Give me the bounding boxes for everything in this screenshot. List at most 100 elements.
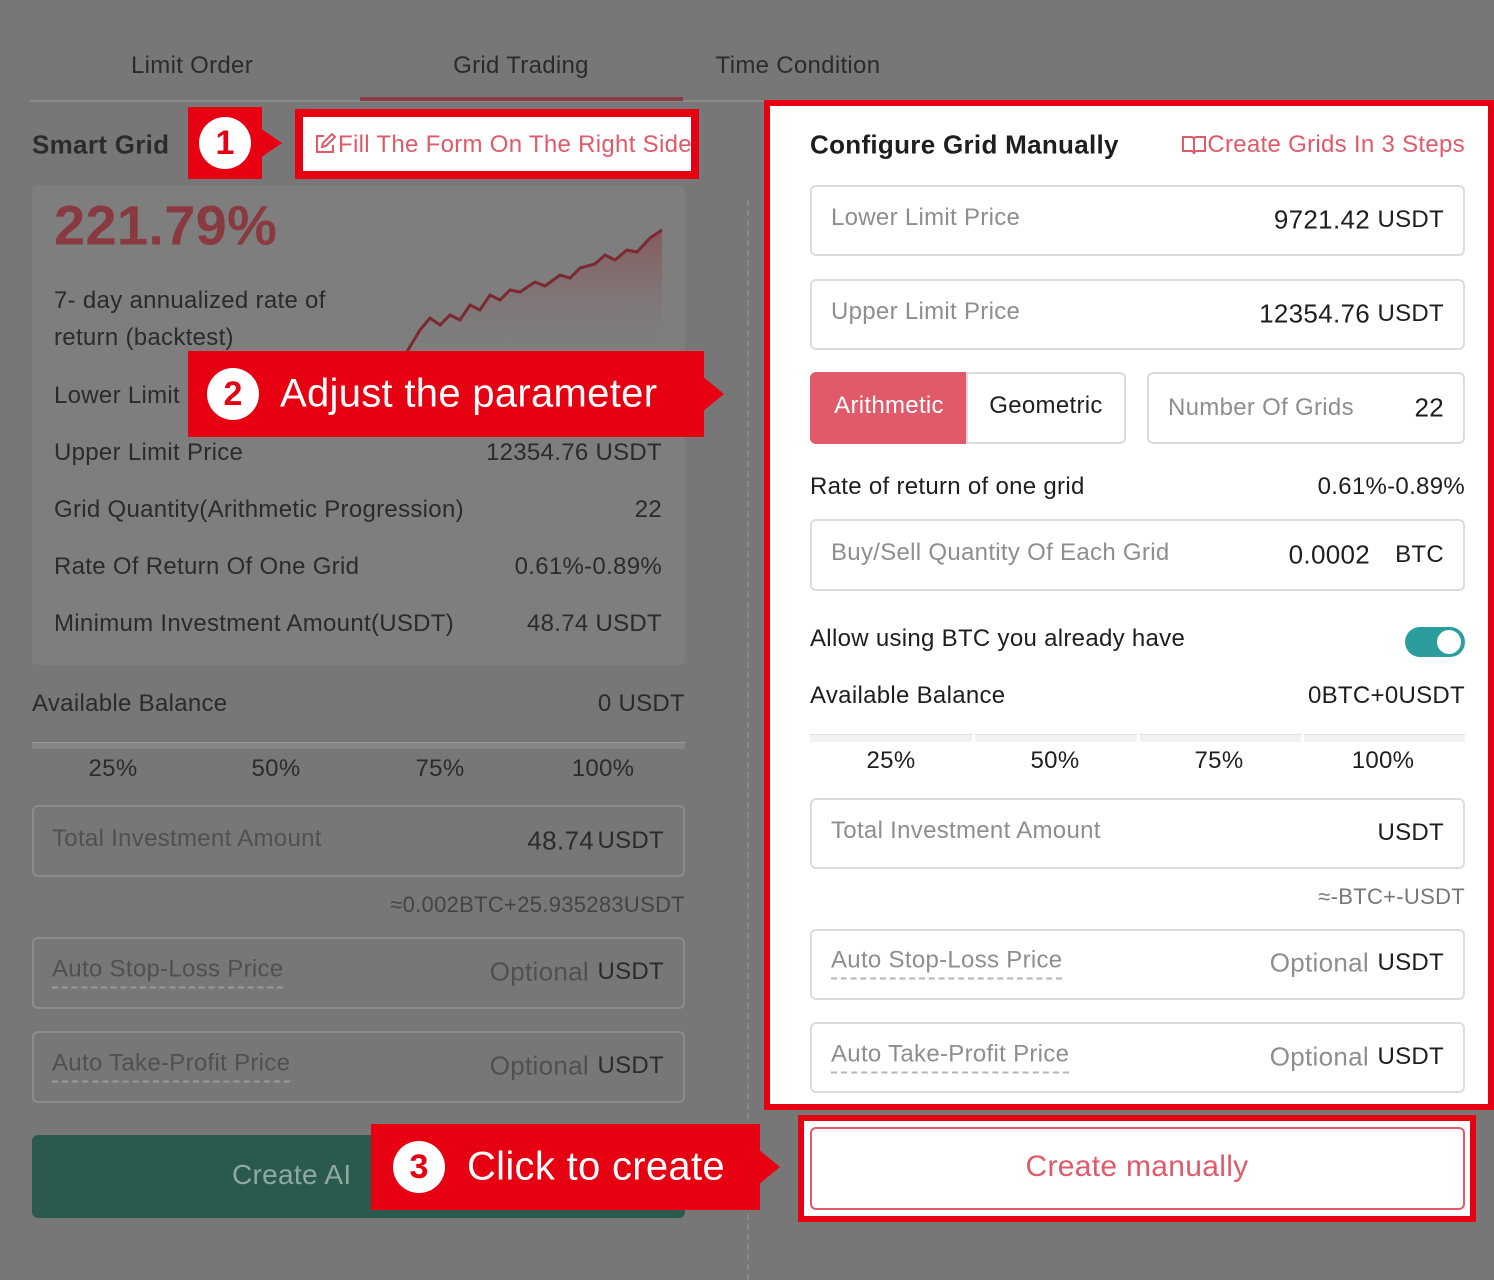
input-label: Total Investment Amount bbox=[831, 817, 1101, 844]
tab[interactable]: Grid Trading bbox=[453, 52, 589, 79]
callout-number: 2 bbox=[207, 368, 259, 420]
estimate: ≈0.002BTC+25.935283USDT bbox=[390, 892, 685, 917]
balance-value: 0BTC+0USDT bbox=[1307, 682, 1465, 709]
edit-icon bbox=[316, 133, 336, 153]
book-icon bbox=[1182, 136, 1206, 155]
input-placeholder: Optional bbox=[489, 956, 589, 987]
row-label: Lower Limit bbox=[54, 382, 181, 409]
row-label: Upper Limit Price bbox=[54, 439, 244, 466]
percent[interactable]: 75% bbox=[1194, 747, 1244, 774]
input-label: Number Of Grids bbox=[1168, 394, 1354, 421]
percent[interactable]: 50% bbox=[251, 755, 301, 782]
input-box[interactable] bbox=[32, 805, 685, 877]
input-box[interactable] bbox=[32, 1031, 685, 1103]
sparkline bbox=[403, 228, 663, 360]
input-value: 22 bbox=[1414, 392, 1444, 423]
input-placeholder: Optional bbox=[489, 1050, 589, 1081]
toggle-label: Allow using BTC you already have bbox=[810, 625, 1186, 652]
input-box[interactable] bbox=[810, 798, 1465, 869]
input-box[interactable] bbox=[32, 937, 685, 1009]
input-label: Auto Take-Profit Price bbox=[831, 1041, 1070, 1074]
input-unit: BTC bbox=[1395, 541, 1444, 568]
callout-text: Adjust the parameter bbox=[280, 371, 658, 416]
input-box[interactable] bbox=[810, 1022, 1465, 1093]
rate-caption: 7- day annualized rate of bbox=[54, 287, 326, 314]
callout-arrow bbox=[702, 376, 724, 412]
panel-title: Configure Grid Manually bbox=[810, 129, 1119, 160]
row-label: Minimum Investment Amount(USDT) bbox=[54, 610, 455, 637]
row-value: 22 bbox=[634, 496, 662, 523]
input-label: Auto Stop-Loss Price bbox=[52, 956, 284, 989]
balance-label: Available Balance bbox=[810, 682, 1006, 709]
input-label: Lower Limit Price bbox=[831, 204, 1021, 231]
create-manually-button[interactable] bbox=[810, 1127, 1465, 1210]
input-unit: USDT bbox=[597, 827, 664, 854]
callout-box bbox=[188, 351, 704, 437]
slider-gap bbox=[1301, 734, 1304, 742]
input-unit: USDT bbox=[1377, 1043, 1444, 1070]
callout-arrow bbox=[758, 1149, 780, 1185]
mode-option[interactable] bbox=[966, 372, 1126, 444]
input-value: 48.74 bbox=[527, 825, 594, 856]
help-link[interactable]: Create Grids In 3 Steps bbox=[1207, 131, 1465, 158]
input-unit: USDT bbox=[597, 958, 664, 985]
input-box[interactable] bbox=[1147, 372, 1465, 444]
row-value: 12354.76 USDT bbox=[485, 439, 662, 466]
callout-number: 1 bbox=[199, 117, 251, 169]
input-unit: USDT bbox=[1377, 819, 1444, 846]
input-box[interactable] bbox=[810, 519, 1465, 591]
percent[interactable]: 100% bbox=[571, 755, 635, 782]
input-label: Buy/Sell Quantity Of Each Grid bbox=[831, 539, 1170, 566]
mode-active[interactable] bbox=[810, 372, 968, 444]
input-value: 9721.42 bbox=[1273, 204, 1370, 235]
row-value: 0.61%-0.89% bbox=[514, 553, 662, 580]
separator bbox=[747, 200, 749, 1280]
percent[interactable]: 100% bbox=[1351, 747, 1415, 774]
input-placeholder: Optional bbox=[1269, 947, 1369, 978]
row-label: Rate Of Return Of One Grid bbox=[54, 553, 360, 580]
input-unit: USDT bbox=[597, 1052, 664, 1079]
rate-label: Rate of return of one grid bbox=[810, 473, 1085, 500]
row-label: Grid Quantity(Arithmetic Progression) bbox=[54, 496, 464, 523]
input-label: Total Investment Amount bbox=[52, 825, 322, 852]
input-label: Auto Stop-Loss Price bbox=[831, 947, 1063, 980]
slider-gap bbox=[1137, 734, 1140, 742]
input-label: Auto Take-Profit Price bbox=[52, 1050, 291, 1083]
mode-label: Geometric bbox=[989, 392, 1103, 419]
row-value: 48.74 USDT bbox=[526, 610, 662, 637]
callout-text: Click to create bbox=[467, 1144, 725, 1189]
percent[interactable]: 50% bbox=[1030, 747, 1080, 774]
percent[interactable]: 25% bbox=[88, 755, 138, 782]
tab[interactable]: Time Condition bbox=[715, 52, 881, 79]
tab-divider bbox=[30, 100, 765, 102]
input-unit: USDT bbox=[1377, 206, 1444, 233]
input-unit: USDT bbox=[1377, 949, 1444, 976]
rate-value: 0.61%-0.89% bbox=[1317, 473, 1465, 500]
percent[interactable]: 25% bbox=[866, 747, 916, 774]
callout-inner bbox=[303, 117, 691, 171]
balance-label: Available Balance bbox=[32, 690, 228, 717]
section-title: Smart Grid bbox=[32, 129, 170, 160]
percent[interactable]: 75% bbox=[415, 755, 465, 782]
balance-value: 0 USDT bbox=[597, 690, 685, 717]
callout-text[interactable]: Fill The Form On The Right Side bbox=[338, 131, 692, 158]
callout-number: 3 bbox=[393, 1141, 445, 1193]
mode-label: Arithmetic bbox=[834, 392, 944, 419]
tab[interactable]: Limit Order bbox=[131, 52, 253, 79]
button-label: Create manually bbox=[1025, 1150, 1249, 1183]
input-box[interactable] bbox=[810, 185, 1465, 256]
input-value: 12354.76 bbox=[1259, 298, 1370, 329]
callout-arrow bbox=[260, 128, 282, 158]
slider-gap bbox=[972, 734, 975, 742]
rate-caption: return (backtest) bbox=[54, 324, 234, 351]
input-unit: USDT bbox=[1377, 300, 1444, 327]
input-label: Upper Limit Price bbox=[831, 298, 1021, 325]
input-value: 0.0002 bbox=[1288, 539, 1370, 570]
estimate: ≈-BTC+-USDT bbox=[1318, 884, 1465, 909]
slider-track[interactable] bbox=[32, 742, 685, 749]
input-placeholder: Optional bbox=[1269, 1041, 1369, 1072]
toggle-knob bbox=[1437, 630, 1461, 654]
input-box[interactable] bbox=[810, 929, 1465, 1000]
input-box[interactable] bbox=[810, 279, 1465, 350]
